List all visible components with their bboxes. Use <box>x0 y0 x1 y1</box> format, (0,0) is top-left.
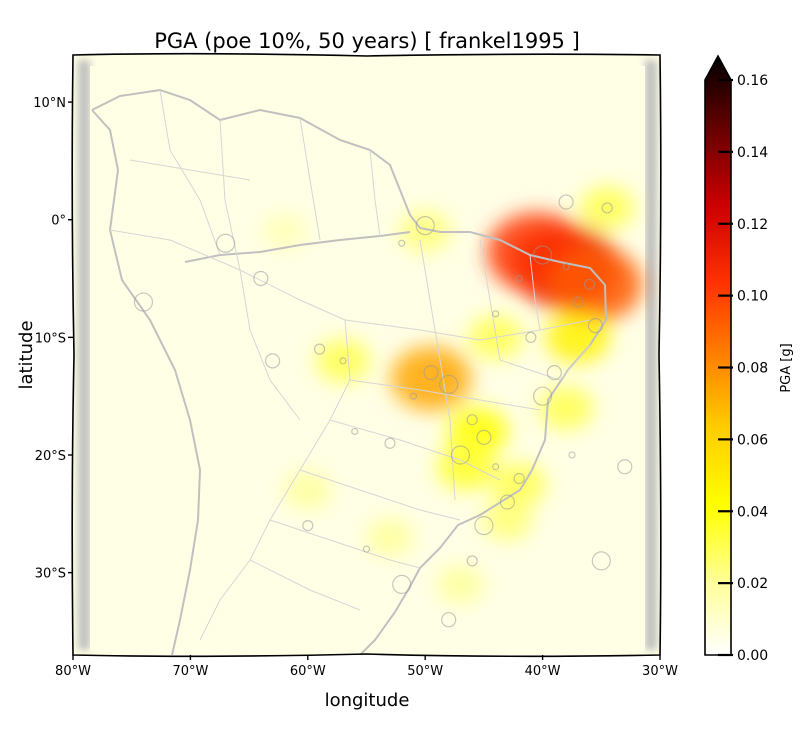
hazard-hotspot <box>284 471 332 509</box>
x-tick-label: 60°W <box>290 664 326 679</box>
colorbar-body <box>705 56 731 655</box>
y-tick-label: 10°S <box>35 331 66 346</box>
colorbar-tick-label: 0.00 <box>737 648 768 664</box>
x-tick-label: 50°W <box>407 664 443 679</box>
x-tick-label: 80°W <box>55 664 91 679</box>
colorbar-tick-label: 0.16 <box>737 73 768 89</box>
colorbar-tick-label: 0.08 <box>737 361 768 377</box>
x-axis-ticks: 80°W 70°W 60°W 50°W 40°W 30°W <box>55 655 678 679</box>
map-panel <box>73 55 660 655</box>
map-left-edge <box>78 60 90 650</box>
hazard-hotspot <box>492 463 547 507</box>
x-tick-label: 30°W <box>642 664 678 679</box>
y-tick-label: 10°N <box>33 96 66 111</box>
colorbar-tick-label: 0.04 <box>737 504 768 520</box>
y-axis-ticks: 10°N 0° 10°S 20°S 30°S <box>33 96 73 582</box>
hazard-hotspot <box>549 247 643 322</box>
colorbar-label: PGA [g] <box>779 343 794 392</box>
hazard-hotspot <box>546 312 610 363</box>
map-right-edge <box>645 60 657 650</box>
colorbar-tick-label: 0.02 <box>737 576 768 592</box>
y-axis-label: latitude <box>16 320 37 389</box>
y-tick-label: 30°S <box>35 567 66 582</box>
colorbar-tick-label: 0.14 <box>737 145 768 161</box>
hazard-hotspot <box>580 186 635 230</box>
hazard-hotspot <box>436 565 484 603</box>
hazard-hotspot <box>391 346 472 410</box>
colorbar-tick-label: 0.06 <box>737 432 768 448</box>
x-tick-label: 70°W <box>172 664 208 679</box>
hazard-hotspot <box>316 339 371 383</box>
y-tick-label: 0° <box>51 214 66 229</box>
hazard-hotspot <box>437 444 495 490</box>
colorbar-tick-label: 0.12 <box>737 217 768 233</box>
x-tick-label: 40°W <box>525 664 561 679</box>
x-axis-label: longitude <box>325 690 410 711</box>
colorbar-tick-label: 0.10 <box>737 289 768 305</box>
y-tick-label: 20°S <box>35 449 66 464</box>
hazard-hotspot <box>482 499 533 540</box>
hazard-hotspot <box>366 518 414 556</box>
figure-title: PGA (poe 10%, 50 years) [ frankel1995 ] <box>154 29 580 53</box>
colorbar: 0.00 0.02 0.04 0.06 0.08 0.10 0.12 0.14 0.16 PGA… <box>705 56 794 664</box>
